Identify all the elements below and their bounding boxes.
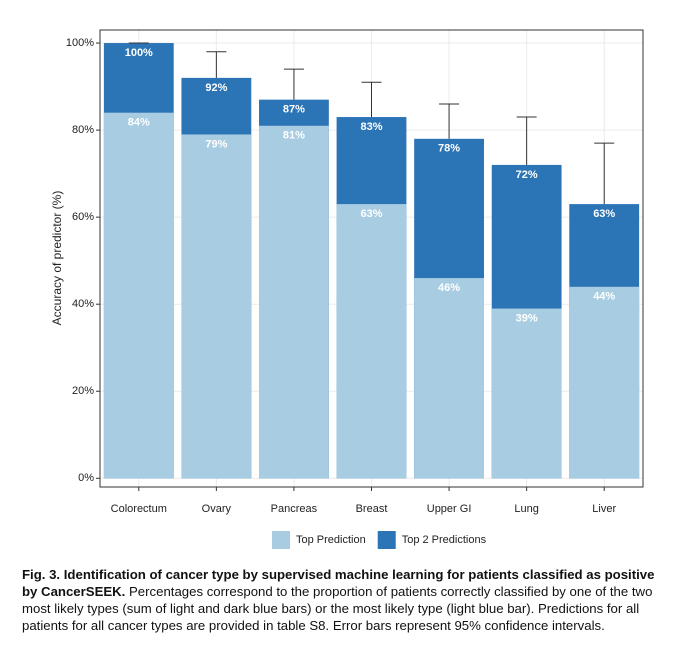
y-tick-label: 60% xyxy=(72,211,94,223)
y-axis-label: Accuracy of predictor (%) xyxy=(50,191,64,326)
value-label: 63% xyxy=(360,208,382,220)
value-label: 72% xyxy=(516,169,538,181)
x-tick-label: Liver xyxy=(592,503,616,515)
x-tick-label: Lung xyxy=(514,503,538,515)
value-label: 44% xyxy=(593,291,615,303)
value-label: 39% xyxy=(516,312,538,324)
chart: Accuracy of predictor (%) 0% 20% 40% 60% 80%… xyxy=(50,29,644,549)
legend-label: Top 2 Predictions xyxy=(402,534,487,546)
legend-swatch xyxy=(272,531,290,549)
legend-label: Top Prediction xyxy=(296,534,366,546)
value-label: 92% xyxy=(205,82,227,94)
value-label: 63% xyxy=(593,208,615,220)
value-label: 81% xyxy=(283,130,305,142)
value-label: 83% xyxy=(360,121,382,133)
value-label: 46% xyxy=(438,282,460,294)
bar xyxy=(569,286,640,479)
value-label: 100% xyxy=(125,47,153,59)
caption-text: Percentages correspond to the proportion… xyxy=(22,584,653,633)
x-tick-label: Breast xyxy=(356,503,388,515)
value-label: 78% xyxy=(438,143,460,155)
bar xyxy=(336,204,407,479)
value-label: 84% xyxy=(128,117,150,129)
y-tick-label: 80% xyxy=(72,124,94,136)
x-tick-label: Colorectum xyxy=(111,503,167,515)
value-label: 87% xyxy=(283,104,305,116)
y-tick-label: 20% xyxy=(72,385,94,397)
caption: Fig. 3. Identification of cancer type by… xyxy=(22,566,662,634)
y-tick-label: 100% xyxy=(66,37,94,49)
x-tick-label: Pancreas xyxy=(271,503,318,515)
x-tick-label: Upper GI xyxy=(427,503,472,515)
bar xyxy=(181,134,252,479)
bar xyxy=(491,308,562,479)
caption-bold: Fig. 3. Identification of cancer type by… xyxy=(22,567,655,599)
bar xyxy=(259,125,329,479)
bar xyxy=(414,278,484,479)
value-label: 79% xyxy=(205,138,227,150)
x-tick-label: Ovary xyxy=(202,503,232,515)
y-tick-label: 40% xyxy=(72,298,94,310)
bar xyxy=(103,112,174,479)
y-tick-label: 0% xyxy=(78,472,94,484)
legend-swatch xyxy=(377,531,396,549)
